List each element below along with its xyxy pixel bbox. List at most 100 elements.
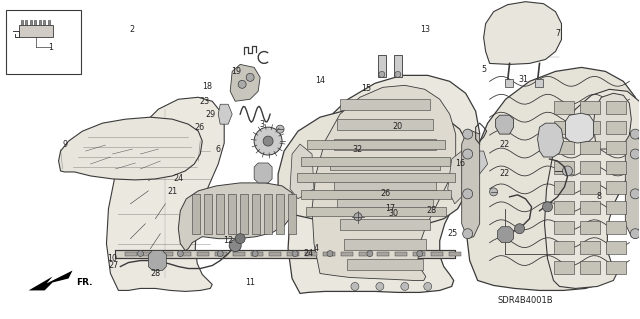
Polygon shape: [484, 2, 561, 64]
Bar: [269, 252, 281, 256]
Bar: [341, 252, 353, 256]
Polygon shape: [29, 19, 31, 25]
Text: 32: 32: [353, 145, 363, 153]
Bar: [305, 252, 317, 256]
Bar: [606, 181, 627, 194]
Bar: [233, 252, 245, 256]
Polygon shape: [254, 163, 272, 183]
Circle shape: [354, 213, 362, 221]
Bar: [359, 252, 371, 256]
Circle shape: [367, 251, 373, 256]
Polygon shape: [312, 85, 456, 280]
Bar: [240, 194, 248, 234]
Bar: [377, 252, 389, 256]
Bar: [306, 207, 446, 216]
Bar: [276, 194, 284, 234]
Text: 21: 21: [167, 187, 177, 197]
Text: 14: 14: [315, 76, 325, 85]
Text: 13: 13: [420, 25, 430, 34]
Text: 2: 2: [130, 25, 135, 34]
Circle shape: [395, 71, 401, 78]
Bar: [330, 159, 440, 170]
Bar: [297, 173, 455, 182]
Text: 28: 28: [427, 206, 437, 215]
Text: 10: 10: [108, 254, 118, 263]
Polygon shape: [290, 144, 314, 199]
Bar: [301, 190, 451, 199]
Circle shape: [515, 224, 525, 234]
Bar: [413, 252, 425, 256]
Text: 19: 19: [231, 67, 241, 76]
Bar: [301, 157, 451, 166]
Bar: [179, 252, 191, 256]
Text: 8: 8: [597, 192, 602, 201]
Polygon shape: [466, 67, 640, 290]
Polygon shape: [148, 251, 166, 271]
Circle shape: [138, 251, 143, 256]
Circle shape: [177, 251, 183, 256]
Bar: [204, 194, 212, 234]
Text: 26: 26: [194, 122, 204, 132]
Bar: [606, 121, 627, 134]
Circle shape: [276, 125, 284, 133]
Bar: [264, 194, 272, 234]
Polygon shape: [218, 104, 232, 124]
Bar: [606, 261, 627, 273]
Text: 27: 27: [108, 261, 118, 270]
Bar: [449, 252, 461, 256]
Text: 18: 18: [202, 82, 212, 91]
Text: 22: 22: [499, 140, 509, 149]
Bar: [192, 194, 200, 234]
Bar: [606, 221, 627, 234]
Bar: [606, 201, 627, 214]
Polygon shape: [593, 93, 631, 149]
Text: 17: 17: [385, 204, 395, 213]
Bar: [606, 101, 627, 114]
Bar: [554, 261, 575, 273]
Polygon shape: [25, 19, 27, 25]
Bar: [395, 252, 407, 256]
Bar: [554, 121, 575, 134]
Bar: [337, 199, 433, 210]
Bar: [287, 252, 299, 256]
Circle shape: [217, 251, 223, 256]
Polygon shape: [468, 151, 488, 174]
Polygon shape: [43, 19, 45, 25]
Bar: [115, 249, 454, 257]
Circle shape: [463, 229, 473, 239]
Text: 28: 28: [150, 269, 161, 278]
Polygon shape: [59, 117, 202, 180]
Circle shape: [238, 80, 246, 88]
Circle shape: [424, 282, 432, 290]
Circle shape: [630, 149, 640, 159]
Bar: [554, 141, 575, 154]
Polygon shape: [47, 19, 49, 25]
Polygon shape: [38, 19, 40, 25]
Polygon shape: [288, 75, 479, 293]
Bar: [580, 261, 600, 273]
Polygon shape: [495, 115, 513, 134]
Bar: [554, 101, 575, 114]
Text: 12: 12: [223, 236, 233, 245]
Bar: [340, 99, 430, 110]
Text: 7: 7: [555, 29, 560, 38]
Circle shape: [327, 251, 333, 256]
Polygon shape: [230, 64, 260, 101]
Bar: [125, 252, 138, 256]
Polygon shape: [498, 227, 513, 243]
Circle shape: [263, 136, 273, 146]
Bar: [554, 221, 575, 234]
Circle shape: [417, 251, 423, 256]
Circle shape: [292, 251, 298, 256]
Bar: [378, 56, 386, 78]
Text: 22: 22: [499, 169, 509, 178]
Polygon shape: [461, 129, 479, 239]
Bar: [215, 252, 227, 256]
Circle shape: [490, 188, 498, 196]
Bar: [606, 241, 627, 254]
Circle shape: [630, 129, 640, 139]
Polygon shape: [106, 97, 224, 292]
Text: 11: 11: [245, 278, 255, 287]
Circle shape: [376, 282, 384, 290]
Bar: [580, 141, 600, 154]
